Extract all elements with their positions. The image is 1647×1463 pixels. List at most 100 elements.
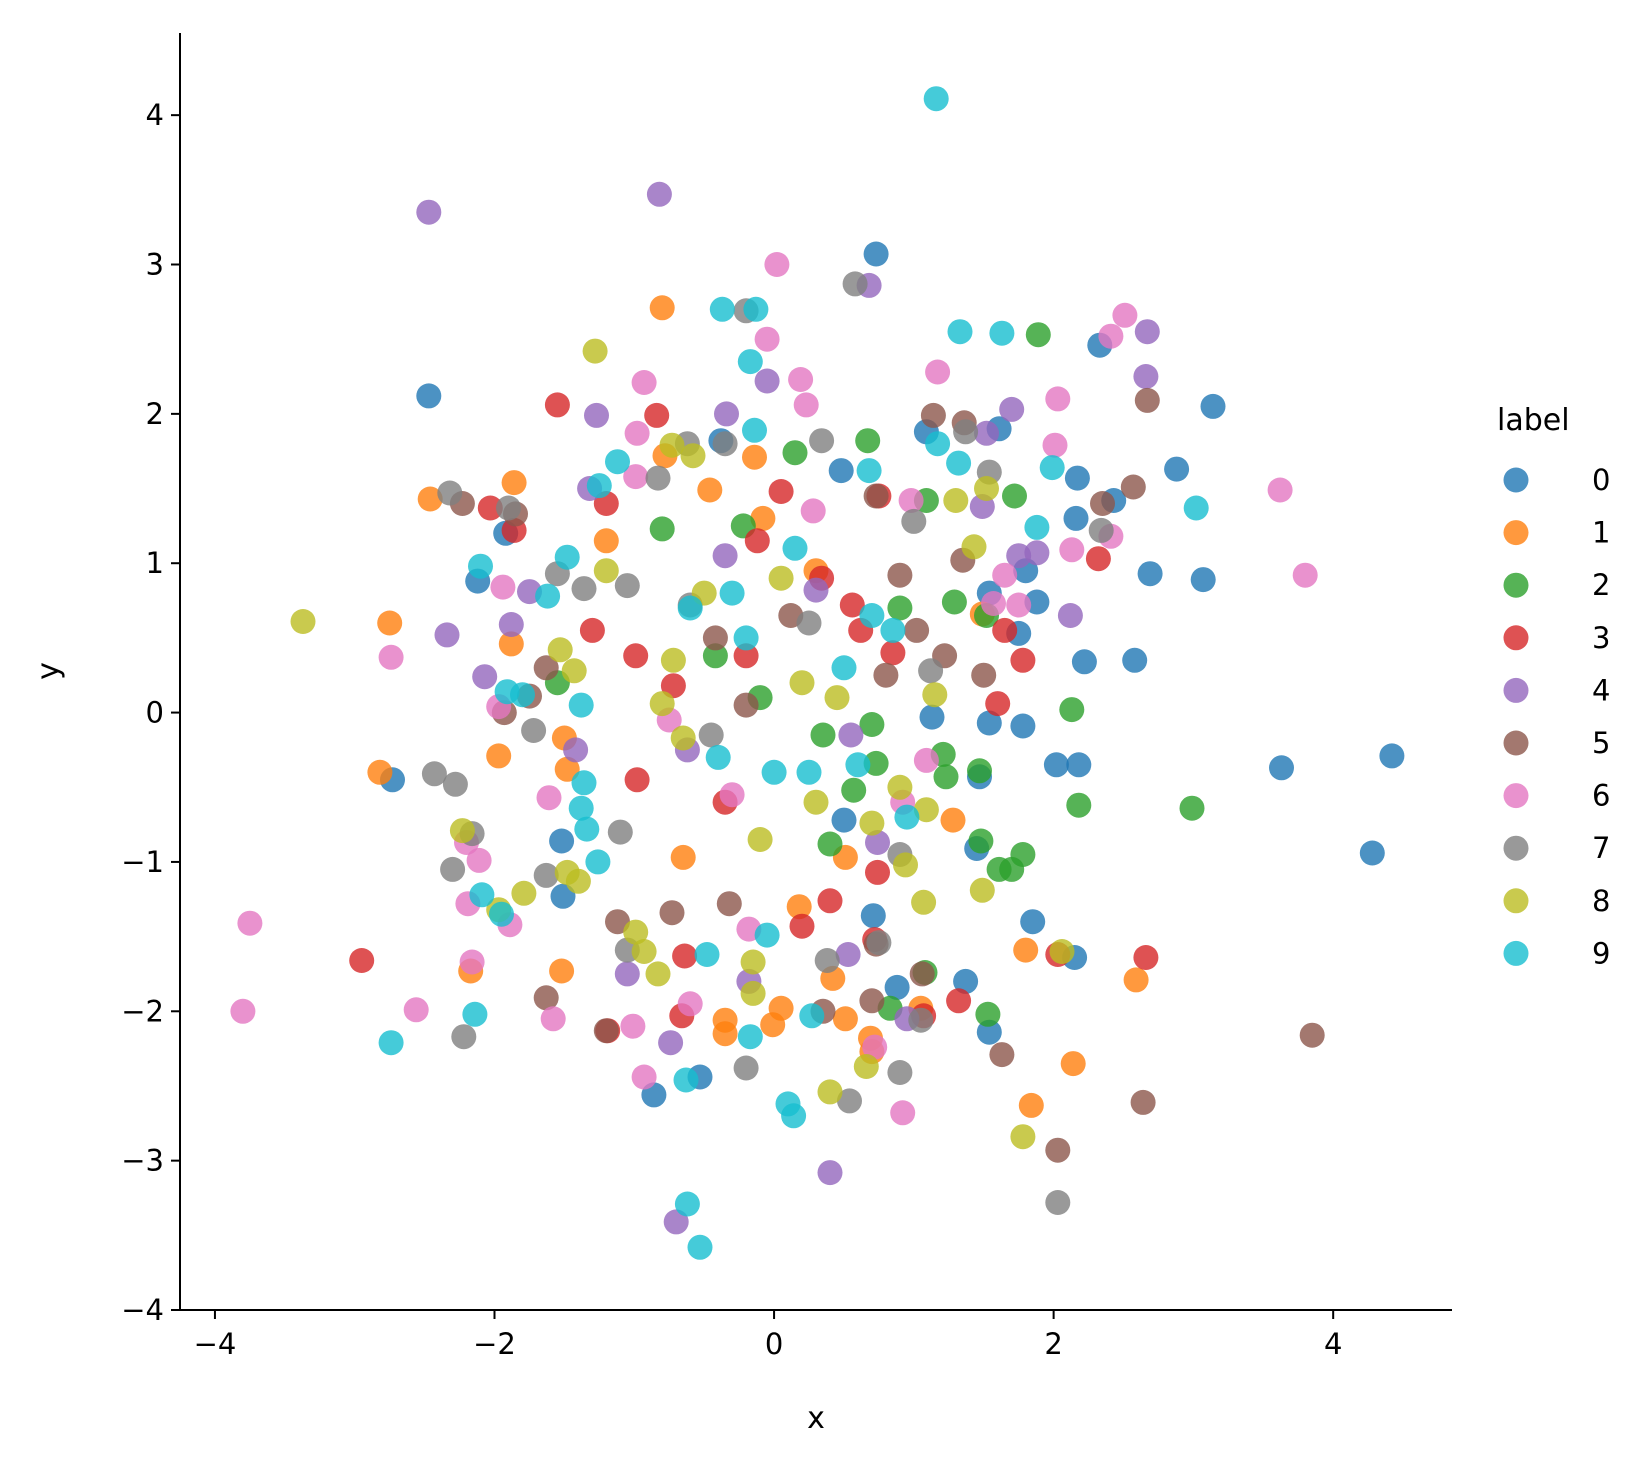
point-label-6	[230, 999, 255, 1024]
point-label-9	[1184, 496, 1209, 521]
point-label-7	[1045, 1190, 1070, 1215]
x-tick-label: 0	[765, 1327, 783, 1361]
point-label-6	[720, 782, 745, 807]
point-label-1	[502, 470, 527, 495]
point-label-0	[1201, 394, 1226, 419]
y-tick-label: −2	[121, 994, 164, 1028]
point-label-5	[703, 625, 728, 650]
point-label-1	[549, 959, 574, 984]
point-label-1	[1013, 938, 1038, 963]
point-label-6	[1098, 324, 1123, 349]
point-label-7	[572, 576, 597, 601]
point-label-2	[887, 596, 912, 621]
point-label-9	[783, 536, 808, 561]
point-label-3	[623, 643, 648, 668]
point-label-4	[713, 543, 738, 568]
point-label-9	[924, 86, 949, 111]
point-label-4	[838, 723, 863, 748]
point-label-0	[829, 458, 854, 483]
point-label-7	[918, 658, 943, 683]
point-label-5	[910, 961, 935, 986]
legend-label-9: 9	[1592, 936, 1610, 970]
point-label-0	[1269, 755, 1294, 780]
point-label-0	[416, 383, 441, 408]
point-label-3	[625, 767, 650, 792]
point-label-5	[989, 1042, 1014, 1067]
point-label-9	[720, 581, 745, 606]
point-label-8	[671, 726, 696, 751]
point-label-7	[451, 1024, 476, 1049]
point-label-7	[901, 509, 926, 534]
point-label-9	[535, 584, 560, 609]
point-label-2	[650, 516, 675, 541]
legend-title: label	[1497, 403, 1570, 438]
point-label-9	[845, 752, 870, 777]
point-label-8	[661, 648, 686, 673]
point-label-0	[1360, 841, 1385, 866]
x-tick-label: 4	[1324, 1327, 1342, 1361]
point-label-4	[647, 182, 672, 207]
point-label-6	[1043, 433, 1068, 458]
point-label-2	[999, 857, 1024, 882]
point-label-9	[688, 1235, 713, 1260]
point-label-0	[1138, 561, 1163, 586]
point-label-8	[790, 670, 815, 695]
point-label-3	[349, 948, 374, 973]
point-label-7	[797, 611, 822, 636]
point-label-1	[1124, 967, 1149, 992]
point-label-7	[713, 431, 738, 456]
point-label-3	[769, 479, 794, 504]
point-label-4	[755, 369, 780, 394]
point-label-7	[953, 419, 978, 444]
point-label-1	[1061, 1051, 1086, 1076]
point-label-3	[946, 988, 971, 1013]
points-layer	[230, 86, 1404, 1260]
point-label-8	[632, 939, 657, 964]
point-label-6	[1059, 537, 1084, 562]
point-label-3	[880, 640, 905, 665]
legend-label-1: 1	[1592, 516, 1610, 550]
point-label-7	[734, 1056, 759, 1081]
point-label-3	[1133, 945, 1158, 970]
point-label-8	[1010, 1124, 1035, 1149]
y-tick-label: 2	[146, 397, 164, 431]
point-label-6	[632, 1065, 657, 1090]
legend-label-6: 6	[1592, 779, 1610, 813]
point-label-8	[859, 811, 884, 836]
point-label-7	[615, 573, 640, 598]
point-label-4	[999, 397, 1024, 422]
point-label-7	[815, 948, 840, 973]
point-label-0	[864, 242, 889, 267]
point-label-6	[755, 327, 780, 352]
point-label-5	[873, 663, 898, 688]
point-label-9	[569, 693, 594, 718]
point-label-5	[594, 1018, 619, 1043]
point-label-6	[1112, 303, 1137, 328]
point-label-2	[1180, 796, 1205, 821]
point-label-1	[377, 611, 402, 636]
point-label-5	[971, 663, 996, 688]
point-label-5	[887, 563, 912, 588]
point-label-1	[697, 478, 722, 503]
legend-marker-5	[1504, 731, 1529, 756]
point-label-9	[880, 618, 905, 643]
point-label-9	[857, 458, 882, 483]
point-label-5	[904, 618, 929, 643]
point-label-9	[585, 849, 610, 874]
point-label-8	[970, 878, 995, 903]
point-label-9	[925, 431, 950, 456]
point-label-8	[291, 609, 316, 634]
point-label-3	[1010, 648, 1035, 673]
point-label-4	[416, 200, 441, 225]
point-label-6	[632, 370, 657, 395]
point-label-9	[946, 451, 971, 476]
point-label-8	[450, 818, 475, 843]
point-label-9	[468, 554, 493, 579]
point-label-1	[671, 845, 696, 870]
point-label-1	[1019, 1093, 1044, 1118]
point-label-0	[1065, 466, 1090, 491]
point-label-6	[1293, 563, 1318, 588]
point-label-1	[760, 1012, 785, 1037]
point-label-2	[811, 723, 836, 748]
point-label-0	[861, 903, 886, 928]
